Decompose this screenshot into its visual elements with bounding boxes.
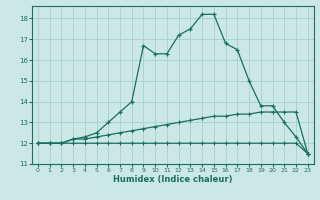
X-axis label: Humidex (Indice chaleur): Humidex (Indice chaleur) <box>113 175 233 184</box>
